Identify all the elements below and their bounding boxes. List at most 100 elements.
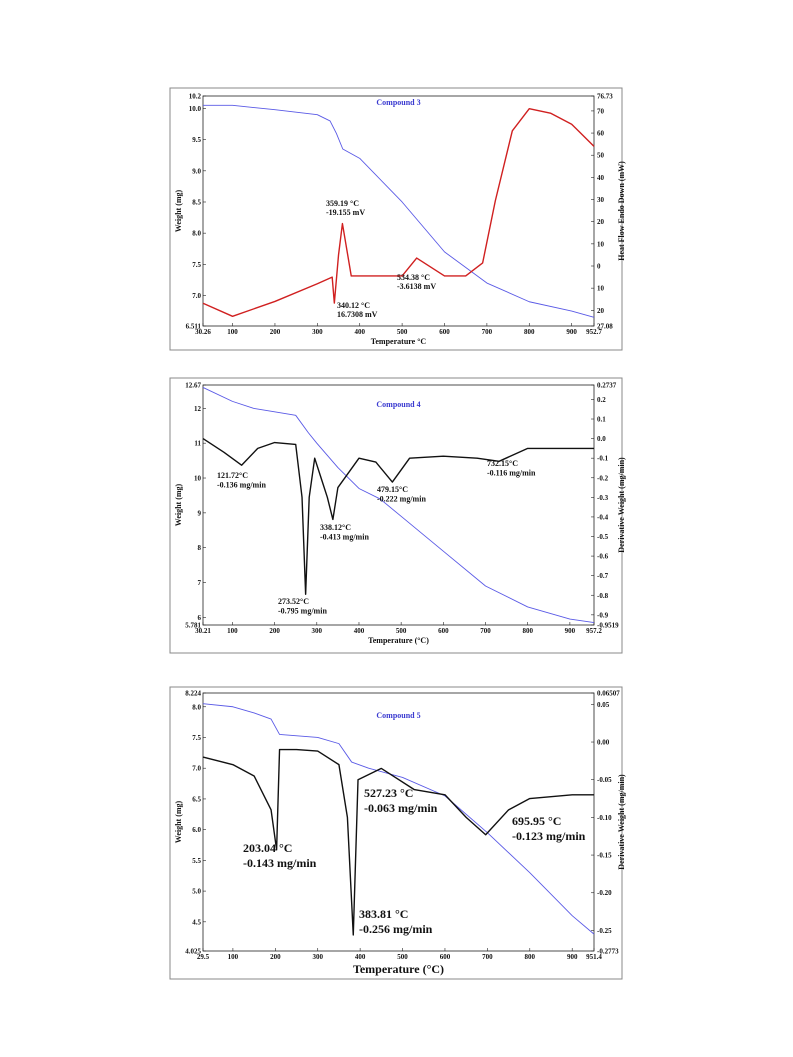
annotation: 340.12 °C: [337, 301, 370, 310]
y2-tick-label: -0.15: [597, 852, 612, 860]
x-tick-label: 800: [522, 627, 533, 635]
x-axis-label: Temperature (°C): [353, 962, 444, 976]
x-tick-label: 900: [566, 328, 577, 336]
annotation: -0.136 mg/min: [217, 481, 266, 490]
annotation: 383.81 °C: [359, 907, 408, 921]
y-axis-label: Weight (mg): [174, 189, 183, 232]
annotation: -0.123 mg/min: [512, 829, 586, 843]
weight-line: [202, 387, 595, 624]
y-axis-label: Weight (mg): [174, 800, 183, 843]
y-tick-label: 4.5: [192, 918, 201, 926]
x-tick-label: 30.26: [195, 328, 211, 336]
y2-tick-label: -0.05: [597, 776, 612, 784]
annotation: 359.19 °C: [326, 199, 359, 208]
y2-axis-label: Derivative Weight (mg/min): [617, 774, 626, 870]
derivative-line: [202, 108, 595, 317]
x-tick-label: 951.4: [586, 953, 602, 961]
y2-tick-label: 20: [597, 307, 605, 315]
annotation: 732.15°C: [487, 459, 518, 468]
x-tick-label: 700: [480, 627, 491, 635]
y2-tick-label: -0.3: [597, 494, 609, 502]
chart-title: Compound 3: [376, 98, 420, 107]
annotation: 338.12°C: [320, 523, 351, 532]
weight-line: [203, 104, 595, 318]
y-tick-label: 5.781: [185, 622, 201, 630]
y2-tick-label: -0.1: [597, 455, 609, 463]
x-tick-label: 29.5: [197, 953, 210, 961]
y2-axis-label: Heat Flow Endo Down (mW): [617, 161, 626, 261]
annotation: 527.23 °C: [364, 786, 413, 800]
y-tick-label: 4.025: [185, 948, 201, 956]
y-tick-label: 9: [198, 509, 202, 517]
y-tick-label: 7.5: [192, 734, 201, 742]
x-tick-label: 100: [227, 328, 238, 336]
x-tick-label: 200: [270, 953, 281, 961]
y2-tick-label: 70: [597, 107, 605, 115]
panel-border: [169, 686, 623, 980]
y2-tick-label: -0.10: [597, 814, 612, 822]
x-tick-label: 400: [355, 953, 366, 961]
x-tick-label: 500: [397, 328, 408, 336]
x-tick-label: 100: [227, 627, 238, 635]
y-axis-label: Weight (mg): [174, 483, 183, 526]
x-tick-label: 800: [524, 328, 535, 336]
panel-border: [169, 377, 623, 654]
y2-tick-label: 60: [597, 130, 605, 138]
annotation: -19.155 mV: [326, 208, 365, 217]
x-tick-label: 700: [482, 953, 493, 961]
y2-tick-label: 0.1: [597, 416, 606, 424]
chart-title: Compound 4: [376, 400, 420, 409]
annotation: -0.795 mg/min: [278, 607, 327, 616]
y-tick-label: 7.0: [192, 765, 201, 773]
x-tick-label: 300: [312, 953, 323, 961]
y2-tick-label: -0.5: [597, 533, 609, 541]
y-tick-label: 10.0: [189, 105, 202, 113]
y2-tick-label: 0.2: [597, 396, 606, 404]
chart-title: Compound 5: [376, 711, 420, 720]
y-tick-label: 8.0: [192, 703, 201, 711]
x-tick-label: 300: [312, 328, 323, 336]
x-tick-label: 200: [269, 627, 280, 635]
y2-tick-label: 10: [597, 240, 605, 248]
y-tick-label: 5.5: [192, 857, 201, 865]
x-axis-label: Temperature °C: [371, 337, 427, 346]
y2-tick-label: -0.2: [597, 474, 609, 482]
annotation: 273.52°C: [278, 597, 309, 606]
annotation: 121.72°C: [217, 471, 248, 480]
annotation: 695.95 °C: [512, 814, 561, 828]
y-tick-label: 8.5: [192, 198, 201, 206]
y-tick-label: 9.0: [192, 167, 201, 175]
panel-border: [169, 87, 623, 351]
y2-tick-label: -0.4: [597, 513, 609, 521]
x-tick-label: 100: [228, 953, 239, 961]
y-tick-label: 7.5: [192, 261, 201, 269]
y2-tick-label: -0.25: [597, 927, 612, 935]
y2-tick-label: 0.00: [597, 739, 610, 747]
annotation: -0.116 mg/min: [487, 469, 536, 478]
annotation: -0.256 mg/min: [359, 922, 433, 936]
x-tick-label: 957.2: [586, 627, 602, 635]
y2-tick-label: 0.2737: [597, 382, 617, 390]
annotation: -0.413 mg/min: [320, 533, 369, 542]
x-tick-label: 30.21: [195, 627, 211, 635]
y2-tick-label: 0: [597, 263, 601, 271]
y-tick-label: 12.67: [185, 382, 201, 390]
x-tick-label: 400: [354, 328, 365, 336]
x-tick-label: 600: [440, 953, 451, 961]
y-tick-label: 6: [198, 614, 202, 622]
y2-tick-label: -0.9519: [597, 622, 619, 630]
y2-tick-label: 20: [597, 218, 605, 226]
y2-tick-label: -0.7: [597, 572, 609, 580]
x-tick-label: 200: [270, 328, 281, 336]
y2-tick-label: 0.06507: [597, 690, 620, 698]
x-tick-label: 500: [397, 953, 408, 961]
y-tick-label: 6.511: [186, 323, 202, 331]
annotation: -3.6138 mV: [397, 282, 436, 291]
y2-tick-label: 0.05: [597, 701, 610, 709]
y-tick-label: 10.2: [189, 93, 202, 101]
y2-axis-label: Derivative Weight (mg/min): [617, 457, 626, 553]
y-tick-label: 7: [198, 579, 202, 587]
annotation: 534.38 °C: [397, 273, 430, 282]
